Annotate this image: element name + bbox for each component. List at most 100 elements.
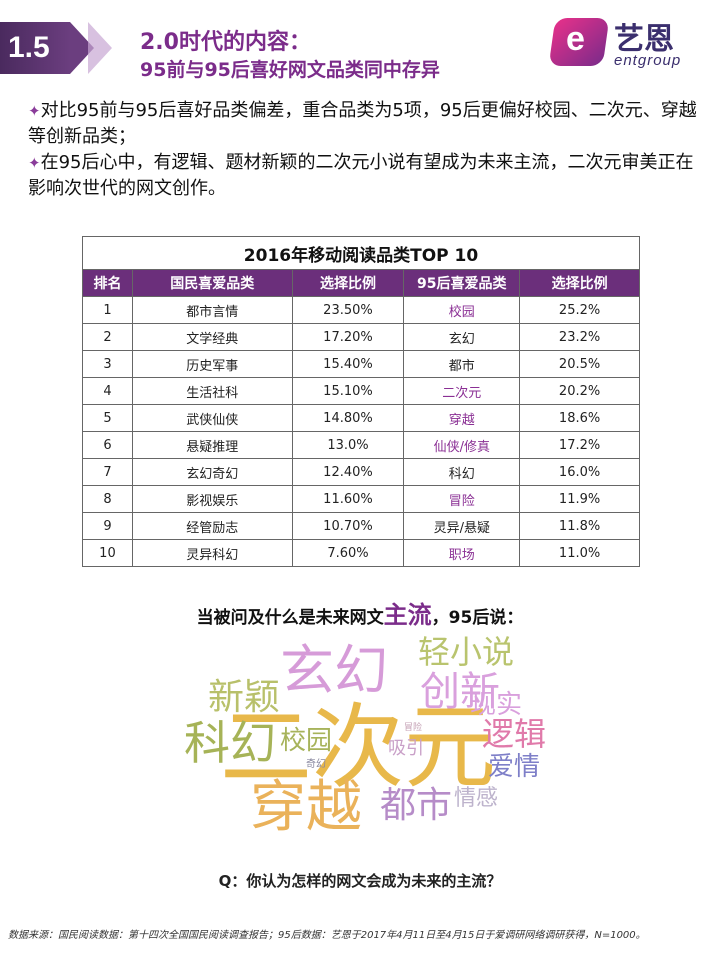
pct-95-cell: 11.0% (519, 539, 640, 567)
national-pct-cell: 13.0% (291, 431, 405, 459)
cloud-word: 轻小说 (418, 633, 515, 671)
prompt-text-after: ，95后说： (431, 608, 524, 628)
badge-chevron-light (88, 22, 112, 74)
survey-question: Q：你认为怎样的网文会成为未来的主流？ (218, 872, 502, 890)
pct-95-cell: 23.2% (519, 323, 640, 351)
national-pct-cell: 14.80% (291, 404, 405, 432)
national-category-cell: 历史军事 (131, 350, 293, 378)
category-95-cell: 仙侠/修真 (403, 431, 521, 459)
national-pct-cell: 23.50% (291, 296, 405, 324)
col-header-95-category: 95后喜爱品类 (403, 269, 521, 297)
national-category-cell: 生活社科 (131, 377, 293, 405)
logo-e-glyph: e (566, 20, 585, 58)
table-row: 6 悬疑推理 13.0% 仙侠/修真 17.2% (82, 431, 640, 459)
category-table: 2016年移动阅读品类TOP 10 排名 国民喜爱品类 选择比例 95后喜爱品类… (82, 236, 640, 567)
table-row: 2 文学经典 17.20% 玄幻 23.2% (82, 323, 640, 351)
national-category-cell: 文学经典 (131, 323, 293, 351)
logo-cn-text: 艺恩 (614, 22, 674, 57)
sparkle-icon: ✦ (28, 154, 41, 172)
national-pct-cell: 12.40% (291, 458, 405, 486)
cloud-word: 冒险 (404, 723, 423, 733)
data-source-note: 数据来源：国民阅读数据：第十四次全国国民阅读调查报告；95后数据：艺恩于2017… (8, 930, 646, 941)
cloud-word: 新颖 (208, 677, 281, 718)
table-row: 10 灵异科幻 7.60% 职场 11.0% (82, 539, 640, 567)
pct-95-cell: 16.0% (519, 458, 640, 486)
category-95-cell: 校园 (403, 296, 521, 324)
category-95-cell: 灵异/悬疑 (403, 512, 521, 540)
cloud-word: 穿越 (250, 775, 362, 840)
national-category-cell: 玄幻奇幻 (131, 458, 293, 486)
table-row: 9 经管励志 10.70% 灵异/悬疑 11.8% (82, 512, 640, 540)
cloud-word: 爱情 (488, 752, 541, 782)
national-pct-cell: 17.20% (291, 323, 405, 351)
rank-cell: 8 (82, 485, 133, 513)
bullet-item: ✦在95后心中，有逻辑、题材新颖的二次元小说有望成为未来主流，二次元审美正在影响… (28, 150, 698, 202)
table-row: 1 都市言情 23.50% 校园 25.2% (82, 296, 640, 324)
cloud-word: 校园 (280, 726, 333, 756)
pct-95-cell: 17.2% (519, 431, 640, 459)
national-category-cell: 灵异科幻 (131, 539, 293, 567)
pct-95-cell: 20.2% (519, 377, 640, 405)
table-row: 4 生活社科 15.10% 二次元 20.2% (82, 377, 640, 405)
cloud-word: 科幻 (184, 716, 276, 770)
word-cloud: 二次元 玄幻 穿越 创新 科幻 新颖 轻小说 逻辑 都市 现实 校园 爱情 情感… (170, 620, 570, 860)
table-body: 1 都市言情 23.50% 校园 25.2% 2 文学经典 17.20% 玄幻 23.2% 3 历史军… (82, 296, 640, 567)
category-95-cell: 都市 (403, 350, 521, 378)
rank-cell: 7 (82, 458, 133, 486)
national-category-cell: 都市言情 (131, 296, 293, 324)
summary-bullets: ✦对比95前与95后喜好品类偏差，重合品类为5项，95后更偏好校园、二次元、穿越… (28, 98, 698, 202)
rank-cell: 6 (82, 431, 133, 459)
col-header-national-pct: 选择比例 (291, 269, 405, 297)
national-pct-cell: 15.40% (291, 350, 405, 378)
bullet-item: ✦对比95前与95后喜好品类偏差，重合品类为5项，95后更偏好校园、二次元、穿越… (28, 98, 698, 150)
table-row: 5 武侠仙侠 14.80% 穿越 18.6% (82, 404, 640, 432)
sparkle-icon: ✦ (28, 102, 41, 120)
table-row: 7 玄幻奇幻 12.40% 科幻 16.0% (82, 458, 640, 486)
national-pct-cell: 15.10% (291, 377, 405, 405)
cloud-word: 情感 (454, 786, 499, 811)
category-95-cell: 玄幻 (403, 323, 521, 351)
category-95-cell: 职场 (403, 539, 521, 567)
pct-95-cell: 20.5% (519, 350, 640, 378)
pct-95-cell: 18.6% (519, 404, 640, 432)
rank-cell: 3 (82, 350, 133, 378)
cloud-word: 都市 (380, 785, 453, 826)
national-pct-cell: 7.60% (291, 539, 405, 567)
pct-95-cell: 11.9% (519, 485, 640, 513)
category-95-cell: 穿越 (403, 404, 521, 432)
cloud-word: 创新 (420, 669, 500, 715)
category-95-cell: 科幻 (403, 458, 521, 486)
cloud-word: 奇幻 (306, 759, 326, 770)
cloud-word: 吸引 (388, 738, 424, 759)
entgroup-logo: e 艺恩 entgroup (548, 16, 712, 76)
col-header-95-pct: 选择比例 (519, 269, 640, 297)
page-title: 2.0时代的内容： (140, 30, 311, 55)
prompt-text: 当被问及什么是未来网文 (196, 608, 384, 628)
rank-cell: 10 (82, 539, 133, 567)
national-pct-cell: 11.60% (291, 485, 405, 513)
national-category-cell: 影视娱乐 (131, 485, 293, 513)
col-header-national-category: 国民喜爱品类 (131, 269, 293, 297)
pct-95-cell: 11.8% (519, 512, 640, 540)
bullet-text: 对比95前与95后喜好品类偏差，重合品类为5项，95后更偏好校园、二次元、穿越等… (28, 100, 697, 147)
section-badge: 1.5 (0, 22, 70, 74)
prompt-emphasis: 主流 (383, 601, 432, 629)
rank-cell: 4 (82, 377, 133, 405)
rank-cell: 2 (82, 323, 133, 351)
bullet-text: 在95后心中，有逻辑、题材新颖的二次元小说有望成为未来主流，二次元审美正在影响次… (28, 152, 694, 199)
logo-en-text: entgroup (614, 52, 682, 69)
rank-cell: 5 (82, 404, 133, 432)
cloud-word: 现实 (470, 690, 523, 720)
table-row: 3 历史军事 15.40% 都市 20.5% (82, 350, 640, 378)
rank-cell: 1 (82, 296, 133, 324)
table-row: 8 影视娱乐 11.60% 冒险 11.9% (82, 485, 640, 513)
cloud-word: 玄幻 (280, 639, 388, 702)
category-95-cell: 冒险 (403, 485, 521, 513)
pct-95-cell: 25.2% (519, 296, 640, 324)
table-caption: 2016年移动阅读品类TOP 10 (82, 236, 640, 270)
page-subtitle: 95前与95后喜好网文品类同中存异 (140, 59, 440, 81)
national-category-cell: 武侠仙侠 (131, 404, 293, 432)
national-category-cell: 悬疑推理 (131, 431, 293, 459)
cloud-word: 逻辑 (482, 715, 547, 753)
col-header-rank: 排名 (82, 269, 133, 297)
